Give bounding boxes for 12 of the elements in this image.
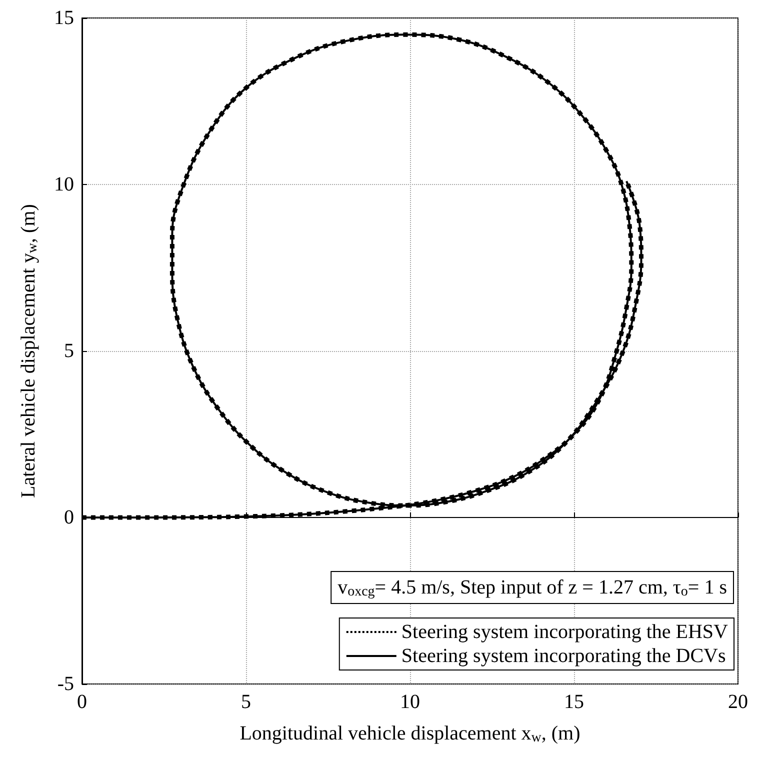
y-tick-label: 15 <box>54 7 74 29</box>
x-tick-label: 10 <box>400 691 420 713</box>
x-tick-label: 5 <box>241 691 251 713</box>
y-tick-label: 0 <box>64 506 74 528</box>
y-tick-label: -5 <box>57 673 74 695</box>
y-tick-label: 5 <box>64 340 74 362</box>
y-tick-label: 10 <box>54 174 74 196</box>
x-tick-label: 20 <box>728 691 748 713</box>
legend-label: Steering system incorporating the DCVs <box>401 645 726 667</box>
x-tick-label: 15 <box>564 691 584 713</box>
y-axis-title: Lateral vehicle displacement yw, (m) <box>18 204 40 498</box>
legend-label: Steering system incorporating the EHSV <box>401 621 729 643</box>
